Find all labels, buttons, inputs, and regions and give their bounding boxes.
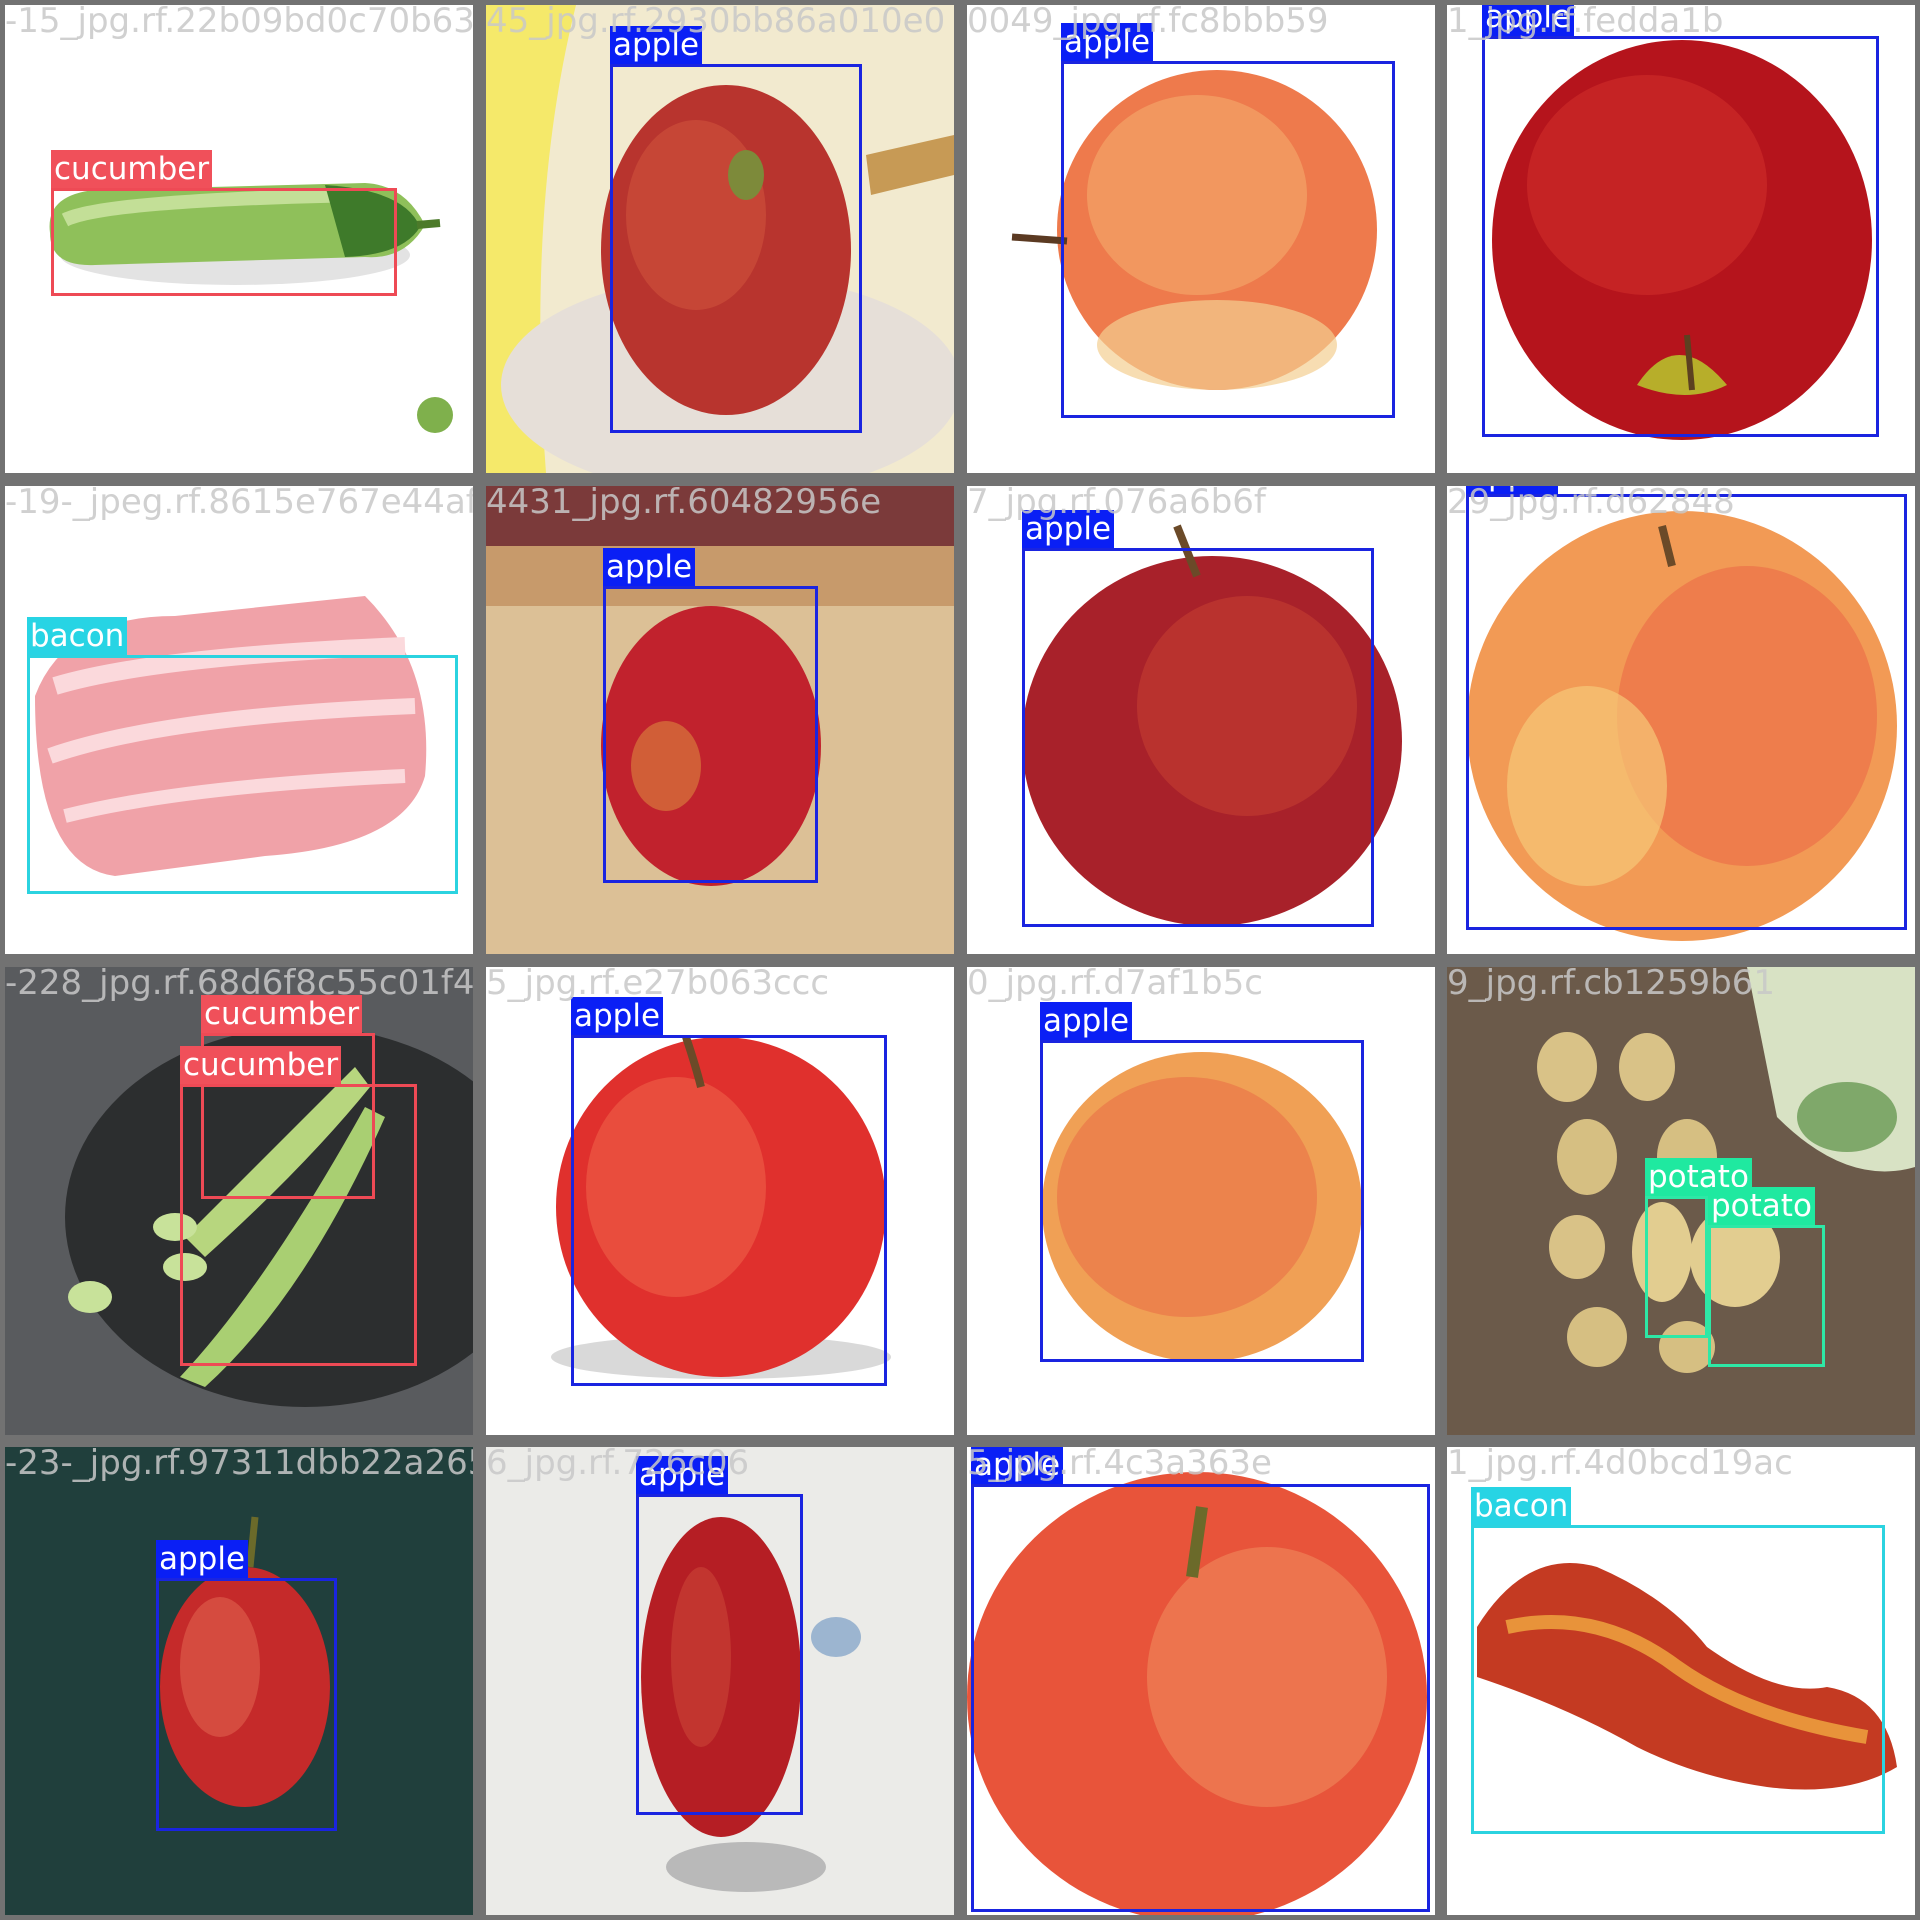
apple-photo (1447, 486, 1915, 954)
apple-photo (967, 486, 1435, 954)
detection-label: bacon (1471, 1487, 1572, 1525)
tile-10: 0_jpg.rf.d7af1b5c apple (967, 967, 1435, 1435)
detection-label: apple (603, 548, 696, 586)
tile-5: 4431_jpg.rf.60482956e apple (486, 486, 954, 954)
detection-label: cucumber (180, 1046, 342, 1084)
tile-4: -19-_jpeg.rf.8615e767e44af4 bacon (5, 486, 473, 954)
detection-label: apple (571, 997, 664, 1035)
tile-12: -23-_jpg.rf.97311dbb22a265f apple (5, 1447, 473, 1915)
detection-box: apple (1466, 486, 1907, 930)
apple-photo (967, 5, 1435, 473)
tile-0: -15_jpg.rf.22b09bd0c70b63f cucumber (5, 5, 473, 473)
detection-box: apple (571, 997, 887, 1386)
tile-9: 5_jpg.rf.e27b063ccc apple (486, 967, 954, 1435)
detection-label: cucumber (51, 150, 213, 188)
detection-box: apple (971, 1447, 1430, 1912)
detection-label: cucumber (201, 995, 363, 1033)
detection-box: potato (1645, 1158, 1752, 1338)
cucumber-photo (5, 967, 473, 1435)
detection-box: bacon (27, 617, 458, 894)
apple-photo (486, 1447, 954, 1915)
tile-14: 5_jpg.rf.4c3a363e apple (967, 1447, 1435, 1915)
detection-label: apple (1466, 486, 1559, 494)
apple-photo (486, 967, 954, 1435)
detection-box: potato (1708, 1187, 1825, 1367)
detection-box: bacon (1471, 1487, 1885, 1834)
tile-2: 0049_jpg.rf.fc8bbb59 apple (967, 5, 1435, 473)
detection-label: apple (156, 1540, 249, 1578)
apple-photo (967, 967, 1435, 1435)
detection-box: apple (1482, 5, 1879, 437)
detection-box: cucumber (201, 995, 375, 1199)
tile-1: 45_jpg.rf.2930bb86a010e0 apple (486, 5, 954, 473)
detection-box: apple (610, 26, 862, 433)
detection-box: cucumber (180, 1046, 417, 1366)
tile-13: 6_jpg.rf.726c06 apple (486, 1447, 954, 1915)
detection-box: cucumber (51, 150, 397, 296)
apple-photo (486, 5, 954, 473)
tile-6: 7_jpg.rf.076a6b6f apple (967, 486, 1435, 954)
tile-3: 1_jpg.rf.fedda1b apple (1447, 5, 1915, 473)
apple-photo (486, 486, 954, 954)
detection-label: apple (971, 1447, 1064, 1484)
detection-label: apple (1482, 5, 1575, 36)
detection-label: apple (1061, 23, 1154, 61)
detection-label: apple (1040, 1002, 1133, 1040)
tile-11: 9_jpg.rf.cb1259b61 potato potato (1447, 967, 1915, 1435)
apple-photo (1447, 5, 1915, 473)
detection-box: apple (603, 548, 818, 883)
bacon-photo (5, 486, 473, 954)
detection-label: apple (1022, 510, 1115, 548)
detection-box: apple (1022, 510, 1374, 927)
apple-photo (967, 1447, 1435, 1915)
detection-label: bacon (27, 617, 128, 655)
tile-8: -228_jpg.rf.68d6f8c55c01f45 cucumber cuc… (5, 967, 473, 1435)
detection-box: apple (1040, 1002, 1364, 1362)
detection-label: potato (1708, 1187, 1815, 1225)
detection-label: apple (636, 1456, 729, 1494)
tile-7: 29_jpg.rf.d62848 apple (1447, 486, 1915, 954)
detection-box: apple (156, 1540, 337, 1831)
detection-label: apple (610, 26, 703, 64)
potato-photo (1447, 967, 1915, 1435)
detection-box: apple (636, 1456, 803, 1815)
detection-box: apple (1061, 23, 1395, 418)
apple-photo (5, 1447, 473, 1915)
tile-15: 1_jpg.rf.4d0bcd19ac bacon (1447, 1447, 1915, 1915)
